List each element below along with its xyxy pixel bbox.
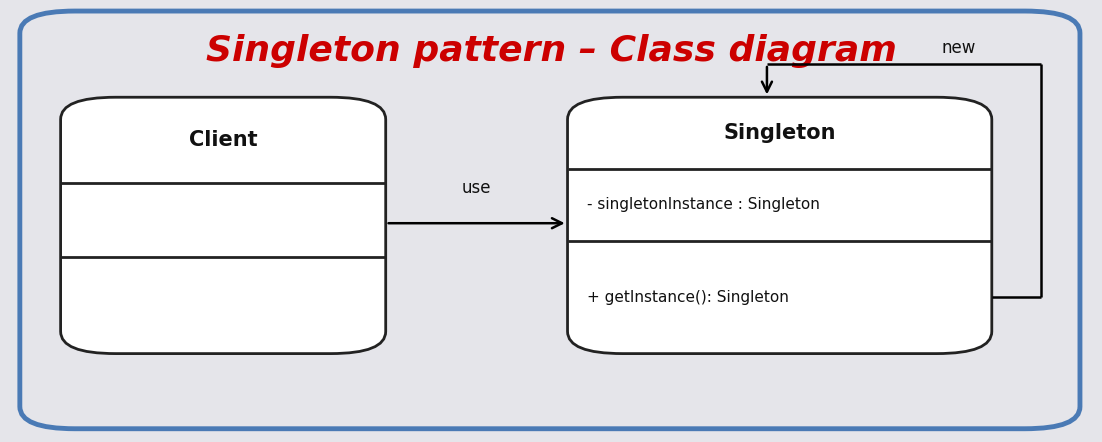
FancyBboxPatch shape xyxy=(20,11,1080,429)
FancyBboxPatch shape xyxy=(61,97,386,354)
Text: Singleton pattern – Class diagram: Singleton pattern – Class diagram xyxy=(206,34,896,68)
Text: + getInstance(): Singleton: + getInstance(): Singleton xyxy=(587,290,789,305)
Text: Client: Client xyxy=(188,130,258,150)
Text: Singleton: Singleton xyxy=(723,123,836,143)
Text: - singletonInstance : Singleton: - singletonInstance : Singleton xyxy=(587,198,820,213)
Text: use: use xyxy=(462,179,490,197)
Text: new: new xyxy=(941,39,976,57)
FancyBboxPatch shape xyxy=(568,97,992,354)
